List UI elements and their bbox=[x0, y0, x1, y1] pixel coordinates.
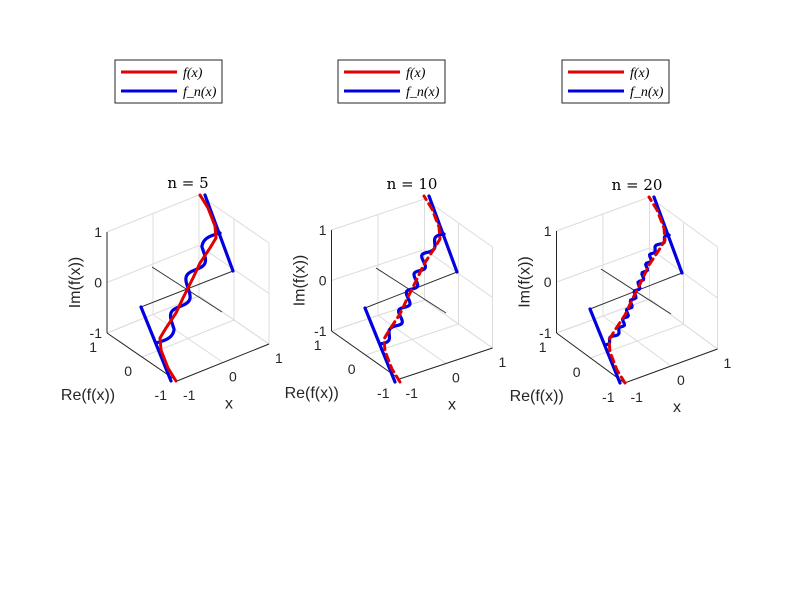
legend-box bbox=[337, 59, 446, 104]
re-axis bbox=[106, 332, 178, 382]
legend: f(x) f_n(x) bbox=[114, 59, 223, 104]
legend: f(x) f_n(x) bbox=[561, 59, 670, 104]
y-tick-label: 1 bbox=[89, 339, 97, 355]
legend-label: f(x) bbox=[630, 66, 650, 81]
x-tick-label: 0 bbox=[677, 372, 685, 388]
x-axis-label: x bbox=[448, 397, 456, 414]
gridline bbox=[331, 249, 425, 281]
re-axis bbox=[331, 330, 400, 380]
y-tick-label: 0 bbox=[573, 364, 581, 380]
gridline bbox=[424, 249, 493, 298]
f-curve bbox=[158, 193, 218, 383]
subplot-title: n = 10 bbox=[387, 175, 438, 193]
x-tick-label: 1 bbox=[499, 354, 507, 370]
gridline bbox=[424, 299, 493, 349]
legend-label: f_n(x) bbox=[630, 85, 664, 100]
y-tick-label: -1 bbox=[602, 389, 615, 405]
x-tick-label: 1 bbox=[275, 350, 283, 366]
y-axis-label: Re(f(x)) bbox=[285, 385, 339, 402]
y-tick-label: 1 bbox=[539, 339, 547, 355]
legend-label: f_n(x) bbox=[406, 85, 440, 100]
y-tick-label: 0 bbox=[348, 361, 356, 377]
x-tick-label: -1 bbox=[406, 385, 419, 401]
gridline bbox=[424, 198, 493, 248]
z-tick-label: -1 bbox=[90, 325, 103, 341]
gridline bbox=[198, 194, 270, 244]
gridline bbox=[556, 298, 650, 334]
gridline bbox=[106, 245, 200, 283]
z-axis-label: Im(f(x)) bbox=[517, 256, 534, 308]
legend-label: f(x) bbox=[183, 66, 203, 81]
re-axis bbox=[556, 332, 625, 384]
subplot-title: n = 20 bbox=[612, 176, 663, 194]
y-tick-label: -1 bbox=[377, 385, 390, 401]
x-axis bbox=[624, 348, 718, 384]
subplot-title: n = 5 bbox=[167, 174, 208, 192]
gridline bbox=[106, 194, 200, 233]
x-tick-label: 0 bbox=[452, 370, 460, 386]
gridline bbox=[106, 295, 200, 334]
z-tick-label: -1 bbox=[314, 323, 327, 339]
x-axis bbox=[176, 343, 270, 382]
z-tick-label: 0 bbox=[94, 275, 102, 291]
gridline bbox=[331, 198, 425, 231]
x-tick-label: -1 bbox=[631, 389, 644, 405]
z-tick-label: 0 bbox=[544, 274, 552, 290]
y-tick-label: 1 bbox=[314, 337, 322, 353]
z-tick-label: 1 bbox=[544, 223, 552, 239]
x-tick-label: -1 bbox=[183, 387, 196, 403]
x-tick-label: 0 bbox=[229, 369, 237, 385]
y-axis-label: Re(f(x)) bbox=[510, 388, 564, 405]
f-curve bbox=[607, 195, 667, 385]
legend-box bbox=[114, 59, 223, 104]
z-axis-label: Im(f(x)) bbox=[292, 255, 309, 307]
y-tick-label: 0 bbox=[124, 363, 132, 379]
legend-label: f(x) bbox=[406, 66, 426, 81]
z-axis-label: Im(f(x)) bbox=[67, 257, 84, 309]
x-axis-label: x bbox=[225, 396, 233, 413]
legend-box bbox=[561, 59, 670, 104]
x-tick-label: 1 bbox=[724, 355, 732, 371]
y-tick-label: -1 bbox=[155, 387, 168, 403]
z-tick-label: -1 bbox=[539, 325, 552, 341]
gridline bbox=[141, 319, 235, 358]
f-curve bbox=[382, 194, 442, 384]
gridline bbox=[556, 247, 650, 283]
legend-label: f_n(x) bbox=[183, 85, 217, 100]
legend: f(x) f_n(x) bbox=[337, 59, 446, 104]
y-axis-label: Re(f(x)) bbox=[61, 387, 115, 404]
x-axis-label: x bbox=[673, 399, 681, 416]
z-tick-label: 0 bbox=[319, 273, 327, 289]
gridline bbox=[198, 295, 270, 345]
z-tick-label: 1 bbox=[319, 222, 327, 238]
gridline bbox=[649, 196, 718, 248]
x-axis bbox=[399, 347, 493, 380]
z-tick-label: 1 bbox=[94, 224, 102, 240]
gridline bbox=[556, 196, 650, 232]
